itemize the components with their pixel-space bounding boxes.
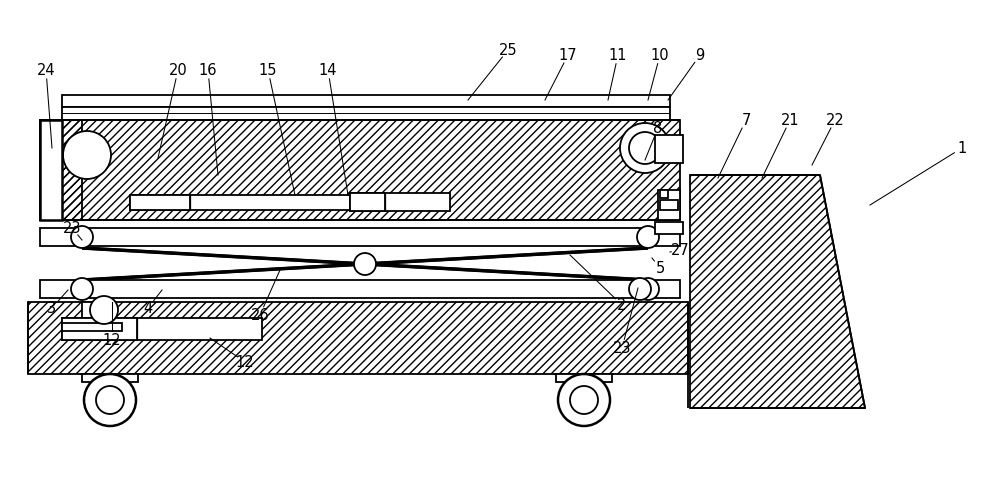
Text: 21: 21: [781, 113, 799, 127]
Text: 1: 1: [957, 140, 967, 155]
Text: 23: 23: [613, 341, 631, 356]
Bar: [130, 195, 190, 210]
Text: 4: 4: [143, 300, 153, 316]
Circle shape: [637, 278, 659, 300]
Bar: [660, 190, 668, 198]
Bar: [62, 318, 262, 340]
Circle shape: [629, 132, 661, 164]
Bar: [40, 120, 82, 220]
Circle shape: [637, 226, 659, 248]
Text: 8: 8: [653, 121, 663, 135]
Text: 7: 7: [741, 113, 751, 127]
Text: 2: 2: [617, 297, 627, 313]
Text: 26: 26: [251, 307, 269, 323]
Text: 10: 10: [651, 47, 669, 63]
Bar: [62, 95, 670, 107]
Bar: [62, 107, 670, 120]
Circle shape: [71, 278, 93, 300]
Text: 3: 3: [47, 300, 57, 316]
Text: 14: 14: [319, 63, 337, 78]
Bar: [40, 280, 680, 298]
Bar: [82, 302, 106, 326]
Bar: [660, 200, 678, 210]
Bar: [658, 190, 680, 220]
Text: 20: 20: [169, 63, 187, 78]
Text: 15: 15: [259, 63, 277, 78]
Circle shape: [629, 278, 651, 300]
Circle shape: [84, 374, 136, 426]
Circle shape: [570, 386, 598, 414]
Bar: [40, 120, 680, 220]
Bar: [82, 374, 138, 382]
Text: 16: 16: [199, 63, 217, 78]
Bar: [28, 302, 688, 374]
Bar: [130, 195, 350, 210]
Text: 25: 25: [499, 42, 517, 57]
Polygon shape: [690, 175, 865, 408]
Circle shape: [90, 296, 118, 324]
Circle shape: [558, 374, 610, 426]
Circle shape: [71, 226, 93, 248]
Text: 24: 24: [37, 63, 55, 78]
Bar: [62, 318, 137, 340]
Bar: [28, 302, 688, 374]
Text: 12: 12: [103, 333, 121, 348]
Circle shape: [354, 253, 376, 275]
Text: 12: 12: [236, 355, 254, 370]
Bar: [40, 120, 680, 220]
Bar: [40, 120, 82, 220]
Text: 9: 9: [695, 47, 705, 63]
Circle shape: [96, 386, 124, 414]
Circle shape: [620, 123, 670, 173]
Bar: [655, 222, 683, 234]
Bar: [655, 135, 683, 163]
Bar: [62, 323, 122, 331]
Text: 23: 23: [63, 221, 81, 236]
Bar: [556, 374, 612, 382]
Bar: [40, 120, 62, 220]
Text: 11: 11: [609, 47, 627, 63]
Bar: [350, 193, 450, 211]
Text: 5: 5: [655, 260, 665, 275]
Bar: [350, 193, 385, 211]
Text: 17: 17: [559, 47, 577, 63]
Circle shape: [63, 131, 111, 179]
Text: 22: 22: [826, 113, 844, 127]
Text: 27: 27: [671, 243, 689, 257]
Bar: [40, 228, 680, 246]
